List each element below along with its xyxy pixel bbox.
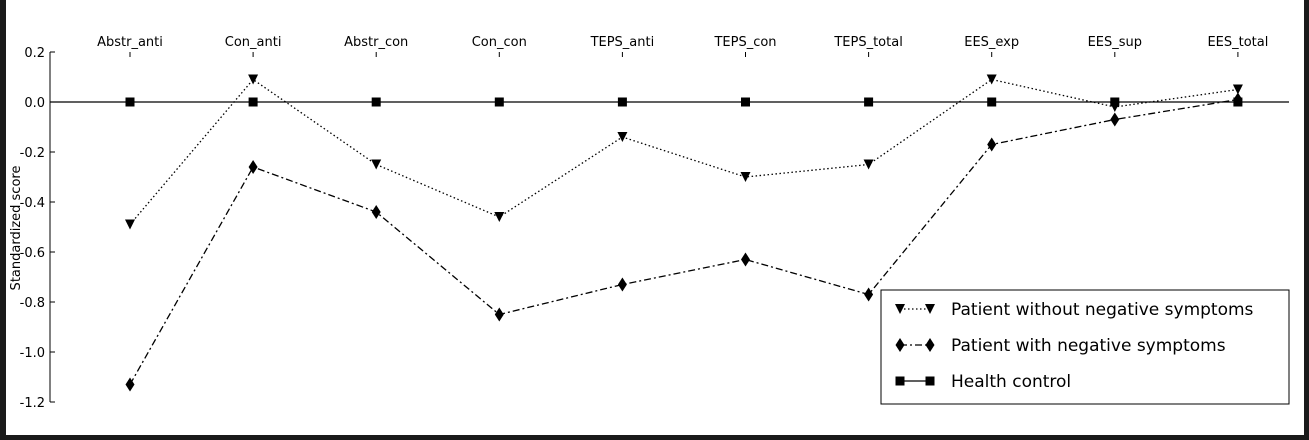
y-tick-label: 0.2 <box>24 46 45 61</box>
series-patient-with-negative-symptoms <box>125 92 1243 392</box>
x-tick-label-con-anti: Con_anti <box>225 35 282 50</box>
data-point-patient-without-negative-symptoms <box>371 159 382 170</box>
data-point-health-control <box>371 97 381 107</box>
y-ticks: 0.2 0.0 -0.2 -0.4 -0.6 -0.8 -1.0 -1.2 <box>20 46 55 411</box>
legend-entry-health-control: Health control <box>895 372 1071 392</box>
data-point-patient-without-negative-symptoms <box>248 74 259 85</box>
x-tick-label-abstr-anti: Abstr_anti <box>97 35 163 50</box>
y-tick-label: -0.4 <box>20 196 45 211</box>
legend-label: Patient without negative symptoms <box>951 300 1254 320</box>
series-line-patient-without-negative-symptoms <box>129 78 1238 225</box>
legend-marker <box>925 338 935 352</box>
data-point-patient-with-negative-symptoms <box>125 377 135 392</box>
legend-label: Patient with negative symptoms <box>951 336 1226 356</box>
data-point-patient-with-negative-symptoms <box>741 252 750 267</box>
x-tick-label-teps-anti: TEPS_anti <box>590 35 655 50</box>
x-tick-label-teps-total: TEPS_total <box>833 35 902 50</box>
y-tick-label: 0.0 <box>24 96 45 111</box>
data-point-patient-with-negative-symptoms <box>1110 112 1120 127</box>
data-point-health-control <box>987 97 997 107</box>
data-point-health-control <box>617 97 627 107</box>
x-tick-label-ees-exp: EES_exp <box>964 35 1019 50</box>
data-point-health-control <box>125 97 135 107</box>
data-point-patient-with-negative-symptoms <box>494 307 504 322</box>
x-tick-label-teps-con: TEPS_con <box>713 35 776 50</box>
y-axis-label: Standardized score <box>9 166 24 291</box>
data-point-patient-without-negative-symptoms <box>125 219 135 230</box>
x-tick-label-ees-total: EES_total <box>1207 35 1268 50</box>
data-point-patient-without-negative-symptoms <box>617 132 628 142</box>
x-tick-label-con-con: Con_con <box>472 35 527 50</box>
y-tick-label: -1.2 <box>20 396 45 411</box>
series-patient-without-negative-symptoms <box>125 74 1243 230</box>
data-point-patient-with-negative-symptoms <box>617 277 627 292</box>
data-point-patient-without-negative-symptoms <box>740 172 751 182</box>
legend-entry-patient-without-negative-symptoms: Patient without negative symptoms <box>895 300 1254 320</box>
data-point-patient-with-negative-symptoms <box>864 287 874 302</box>
x-tick-label-ees-sup: EES_sup <box>1088 35 1142 50</box>
data-point-health-control <box>864 97 874 107</box>
y-tick-label: -1.0 <box>20 346 45 361</box>
y-tick-label: -0.8 <box>20 296 45 311</box>
y-tick-label: -0.2 <box>20 146 45 161</box>
x-ticks: Abstr_anti Con_anti Abstr_con Con_con TEPS_a… <box>97 35 1268 57</box>
data-point-patient-without-negative-symptoms <box>863 159 874 170</box>
y-tick-label: -0.6 <box>20 246 45 261</box>
data-point-patient-with-negative-symptoms <box>987 137 997 152</box>
data-point-patient-without-negative-symptoms <box>986 74 997 85</box>
series-line-patient-with-negative-symptoms <box>129 98 1239 385</box>
data-point-patient-without-negative-symptoms <box>1109 102 1120 112</box>
legend-box <box>880 289 1290 405</box>
data-point-patient-with-negative-symptoms <box>371 205 381 219</box>
data-point-health-control <box>494 97 504 107</box>
data-point-patient-without-negative-symptoms <box>494 212 505 222</box>
legend-marker <box>895 338 905 352</box>
data-point-health-control <box>248 97 258 107</box>
data-point-patient-with-negative-symptoms <box>1233 92 1243 107</box>
legend: Patient without negative symptoms Patient… <box>880 289 1290 405</box>
data-point-patient-without-negative-symptoms <box>1232 84 1243 95</box>
legend-marker <box>895 376 905 386</box>
legend-label: Health control <box>951 372 1071 392</box>
legend-marker <box>925 304 935 314</box>
legend-entry-patient-with-negative-symptoms: Patient with negative symptoms <box>895 336 1226 356</box>
data-point-patient-with-negative-symptoms <box>248 160 258 174</box>
legend-marker <box>925 376 935 386</box>
legend-marker <box>895 304 905 314</box>
x-tick-label-abstr-con: Abstr_con <box>344 35 408 50</box>
data-point-health-control <box>741 97 750 107</box>
series-group <box>50 74 1289 392</box>
